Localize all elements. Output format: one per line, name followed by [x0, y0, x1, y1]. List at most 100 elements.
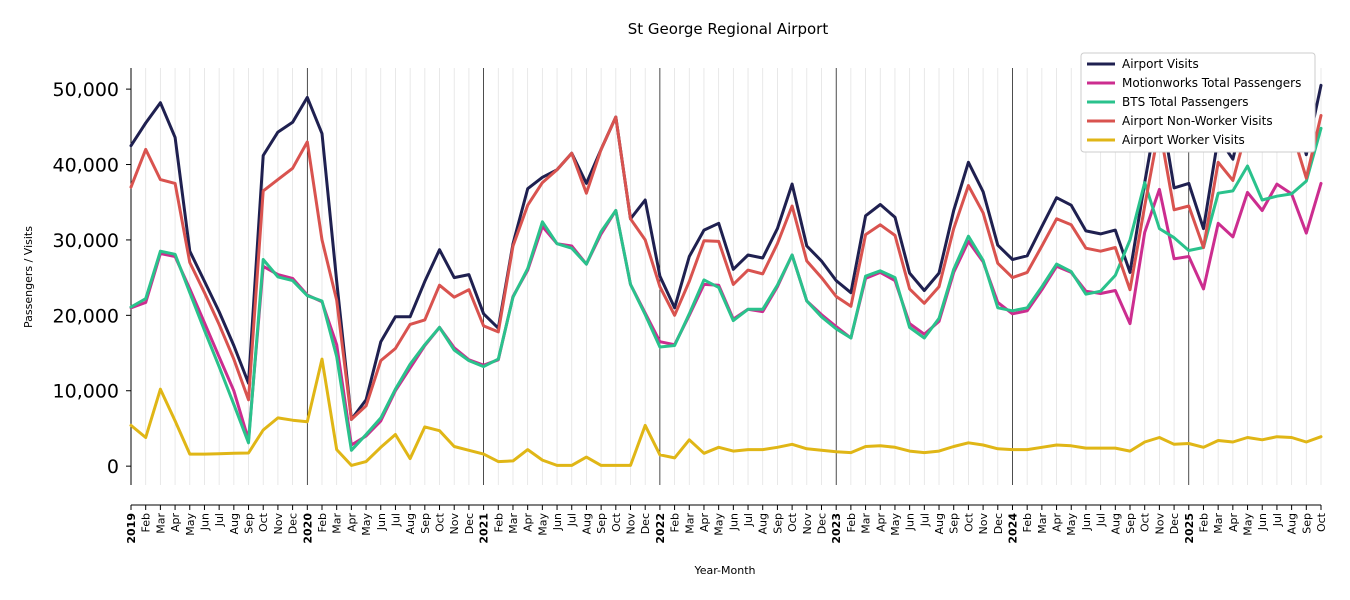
- x-tick-label-month: Apr: [874, 513, 887, 533]
- x-tick-label-month: Sep: [419, 513, 432, 534]
- x-tick-label-month: Aug: [1286, 513, 1299, 534]
- x-tick-label-month: Nov: [977, 513, 990, 535]
- legend-label: Airport Non-Worker Visits: [1122, 114, 1273, 128]
- y-tick-label: 0: [107, 456, 119, 478]
- x-tick-label-month: Jun: [727, 513, 740, 531]
- x-tick-label-month: Mar: [1036, 513, 1049, 534]
- x-tick-label-month: Jul: [1095, 513, 1108, 527]
- y-axis-label: Passengers / Visits: [22, 226, 35, 328]
- x-tick-label-month: Aug: [404, 513, 417, 534]
- series-layer: [129, 83, 1323, 467]
- x-tick-label-month: Sep: [948, 513, 961, 534]
- x-tick-label-year: 2025: [1183, 513, 1196, 544]
- x-tick-label-year: 2024: [1006, 513, 1019, 544]
- y-tick-label: 10,000: [53, 381, 119, 403]
- x-tick-label-month: Dec: [639, 513, 652, 534]
- x-tick-label-year: 2020: [301, 513, 314, 544]
- x-tick-label-month: Jul: [566, 513, 579, 527]
- x-tick-label-year: 2021: [478, 513, 491, 544]
- x-tick-label-month: Jun: [551, 513, 564, 531]
- x-tick-label-month: Dec: [815, 513, 828, 534]
- x-tick-label-month: Apr: [698, 513, 711, 533]
- x-tick-label-month: Apr: [1051, 513, 1064, 533]
- x-tick-label-month: Oct: [962, 512, 975, 532]
- x-tick-label-month: Nov: [448, 513, 461, 535]
- x-tick-label-month: May: [184, 513, 197, 536]
- x-tick-label-month: Feb: [140, 513, 153, 532]
- chart-title: St George Regional Airport: [628, 20, 829, 38]
- x-tick-label-month: Jun: [375, 513, 388, 531]
- x-tick-label-month: Aug: [757, 513, 770, 534]
- x-tick-label-month: Aug: [580, 513, 593, 534]
- y-tick-label: 20,000: [53, 305, 119, 327]
- x-tick-label-month: Aug: [228, 513, 241, 534]
- x-tick-label-month: Feb: [669, 513, 682, 532]
- legend-frame: [1080, 52, 1316, 153]
- x-tick-label-month: Sep: [243, 513, 256, 534]
- x-tick-label-year: 2022: [654, 513, 667, 544]
- x-tick-label-month: Mar: [683, 513, 696, 534]
- series-line-2: [129, 126, 1323, 452]
- x-tick-label-month: Nov: [625, 513, 638, 535]
- x-tick-label-month: Mar: [507, 513, 520, 534]
- x-tick-label-month: May: [1242, 513, 1255, 536]
- legend-label: BTS Total Passengers: [1122, 95, 1249, 109]
- x-tick-label-month: Jun: [198, 513, 211, 531]
- x-tick-label-month: Jul: [918, 513, 931, 527]
- x-tick-label-month: May: [889, 513, 902, 536]
- x-tick-label-month: Apr: [345, 513, 358, 533]
- y-tick-label: 30,000: [53, 230, 119, 252]
- x-tick-label-year: 2023: [830, 513, 843, 544]
- x-axis-label: Year-Month: [693, 564, 755, 577]
- axes-layer: [130, 68, 1321, 506]
- x-tick-label-month: Oct: [257, 512, 270, 532]
- y-tick-label: 50,000: [53, 79, 119, 101]
- legend-label: Motionworks Total Passengers: [1122, 76, 1301, 90]
- x-tick-label-month: Jun: [1256, 513, 1269, 531]
- series-line-4: [129, 357, 1323, 467]
- x-tick-label-month: Feb: [316, 513, 329, 532]
- x-tick-label-month: Oct: [1139, 512, 1152, 532]
- legend-label: Airport Visits: [1122, 57, 1199, 71]
- x-tick-label-month: Oct: [786, 512, 799, 532]
- x-tick-label-month: Dec: [287, 513, 300, 534]
- x-tick-label-month: Jul: [213, 513, 226, 527]
- x-tick-label-month: Feb: [1197, 513, 1210, 532]
- x-tick-label-month: May: [360, 513, 373, 536]
- x-tick-label-month: Jul: [742, 513, 755, 527]
- x-tick-label-month: Apr: [169, 513, 182, 533]
- x-tick-label-month: Sep: [595, 513, 608, 534]
- x-tick-label-month: Feb: [845, 513, 858, 532]
- x-tick-label-month: May: [713, 513, 726, 536]
- legend: Airport Visits Motionworks Total Passenge…: [1080, 52, 1316, 153]
- x-tick-label-month: Feb: [492, 513, 505, 532]
- x-tick-label-month: Sep: [1124, 513, 1137, 534]
- x-tick-label-year: 2019: [125, 513, 138, 544]
- x-tick-label-month: Dec: [1168, 513, 1181, 534]
- x-tick-label-month: Mar: [154, 513, 167, 534]
- x-tick-label-month: Nov: [801, 513, 814, 535]
- x-tick-label-month: Dec: [992, 513, 1005, 534]
- x-tick-label-month: Nov: [1153, 513, 1166, 535]
- x-tick-label-month: Aug: [1109, 513, 1122, 534]
- x-tick-label-month: Oct: [434, 512, 447, 532]
- x-tick-label-month: Jul: [389, 513, 402, 527]
- x-tick-label-month: Dec: [463, 513, 476, 534]
- x-tick-label-month: May: [536, 513, 549, 536]
- x-tick-label-month: Apr: [1227, 513, 1240, 533]
- x-tick-label-month: Feb: [1021, 513, 1034, 532]
- y-tick-label: 40,000: [53, 155, 119, 177]
- x-tick-label-month: Jul: [1271, 513, 1284, 527]
- grid-layer: [145, 68, 1322, 485]
- x-tick-label-month: Sep: [771, 513, 784, 534]
- x-tick-label-month: Mar: [860, 513, 873, 534]
- x-tick-label-month: Apr: [522, 513, 535, 533]
- x-tick-label-month: Oct: [610, 512, 623, 532]
- x-tick-label-month: Aug: [933, 513, 946, 534]
- series-line-0: [129, 83, 1323, 421]
- x-tick-label-month: Jun: [904, 513, 917, 531]
- x-tick-label-month: May: [1065, 513, 1078, 536]
- x-tick-label-month: Oct: [1315, 512, 1328, 532]
- x-tick-label-month: Jun: [1080, 513, 1093, 531]
